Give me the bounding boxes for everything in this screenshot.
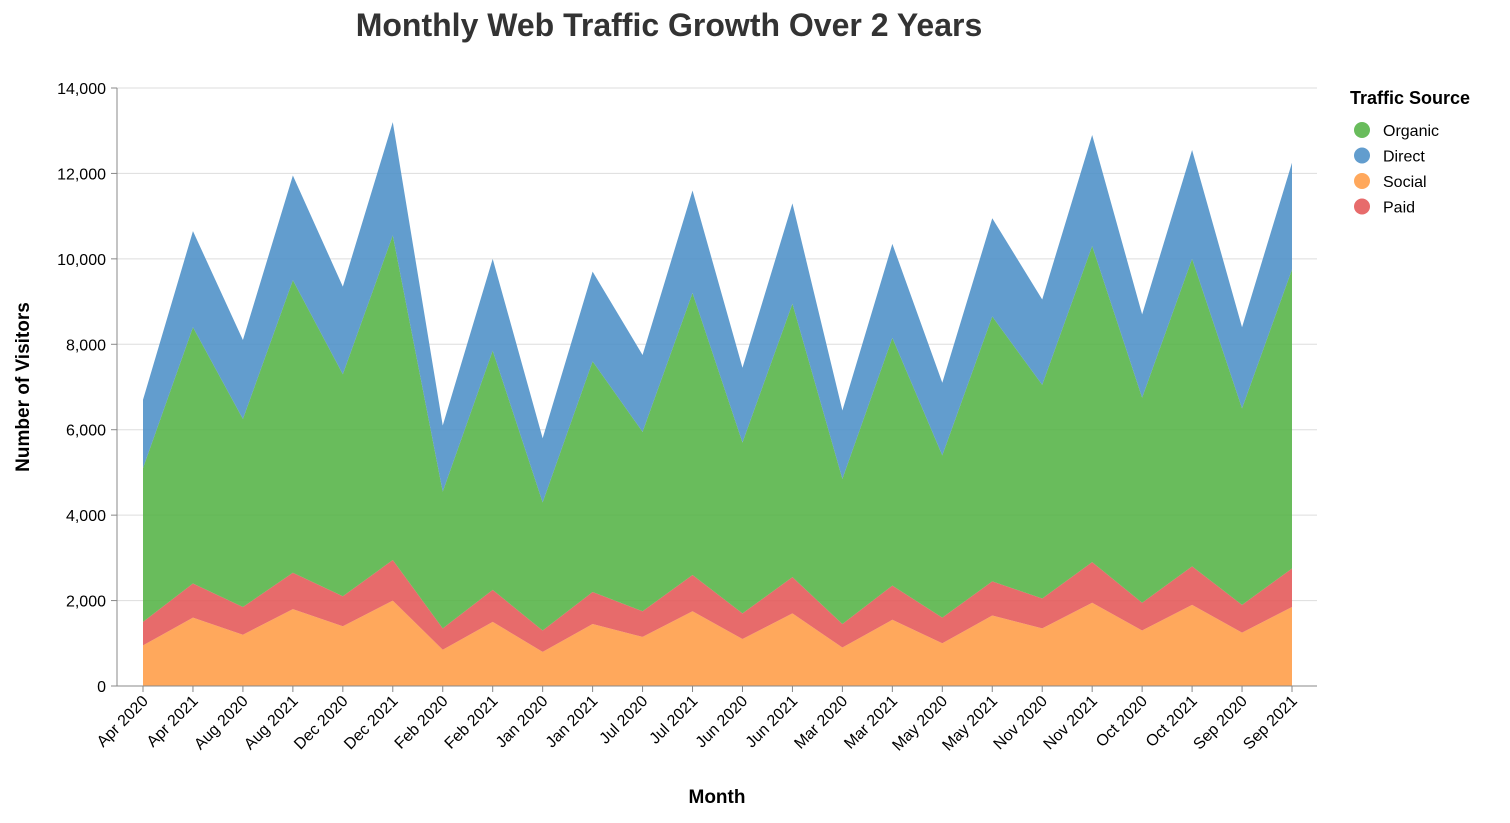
x-tick-label: Feb 2020 — [392, 693, 452, 753]
y-tick-label: 2,000 — [66, 594, 106, 611]
legend-label-direct: Direct — [1383, 149, 1425, 166]
legend-swatch-organic — [1354, 122, 1370, 138]
y-axis-title: Number of Visitors — [13, 302, 34, 472]
legend-label-organic: Organic — [1383, 123, 1439, 140]
legend-title: Traffic Source — [1350, 88, 1470, 108]
legend-swatch-direct — [1354, 147, 1370, 164]
y-axis-ticks: 0 2,000 4,000 6,000 8,000 10,000 12,000 14,000 — [57, 81, 117, 696]
x-tick-label: Jun 2020 — [693, 693, 752, 752]
area-series-direct — [143, 122, 1292, 503]
legend-items: Organic Direct Social Paid — [1354, 122, 1439, 217]
legend-swatch-paid — [1354, 198, 1370, 215]
x-tick-label: May 2021 — [939, 693, 1001, 755]
x-tick-label: Nov 2021 — [1041, 693, 1102, 754]
legend: Traffic Source Organic Direct Social Paid — [1350, 88, 1470, 217]
area-series-organic — [143, 235, 1292, 631]
area-series-paid — [143, 559, 1292, 652]
y-tick-label: 0 — [97, 679, 106, 696]
x-tick-label: Jan 2020 — [493, 693, 552, 752]
x-tick-label: Oct 2020 — [1093, 693, 1151, 751]
x-tick-label: Feb 2021 — [442, 693, 502, 753]
area-series-layer — [143, 122, 1292, 686]
x-tick-label: Sep 2021 — [1240, 693, 1301, 754]
y-tick-label: 4,000 — [66, 508, 106, 525]
x-tick-label: Sep 2020 — [1190, 693, 1251, 754]
legend-label-paid: Paid — [1383, 200, 1415, 217]
x-tick-label: Jul 2020 — [597, 693, 652, 748]
x-tick-label: Jan 2021 — [543, 693, 602, 752]
x-tick-label: Dec 2021 — [341, 693, 402, 754]
y-tick-label: 8,000 — [66, 337, 106, 354]
x-axis-title: Month — [689, 787, 746, 808]
x-tick-label: Dec 2020 — [291, 693, 352, 754]
x-tick-label: Aug 2021 — [241, 693, 302, 754]
x-tick-label: Apr 2020 — [94, 693, 152, 751]
legend-label-social: Social — [1383, 174, 1427, 191]
legend-swatch-social — [1354, 173, 1370, 189]
x-tick-label: Aug 2020 — [191, 693, 252, 754]
x-tick-label: Nov 2020 — [991, 693, 1052, 754]
area-series-social — [143, 600, 1292, 686]
y-tick-label: 12,000 — [57, 166, 106, 183]
y-tick-label: 14,000 — [57, 81, 106, 98]
y-tick-label: 6,000 — [66, 423, 106, 440]
x-tick-label: Mar 2020 — [791, 693, 851, 753]
chart-title: Monthly Web Traffic Growth Over 2 Years — [356, 7, 983, 43]
y-tick-label: 10,000 — [57, 252, 106, 269]
